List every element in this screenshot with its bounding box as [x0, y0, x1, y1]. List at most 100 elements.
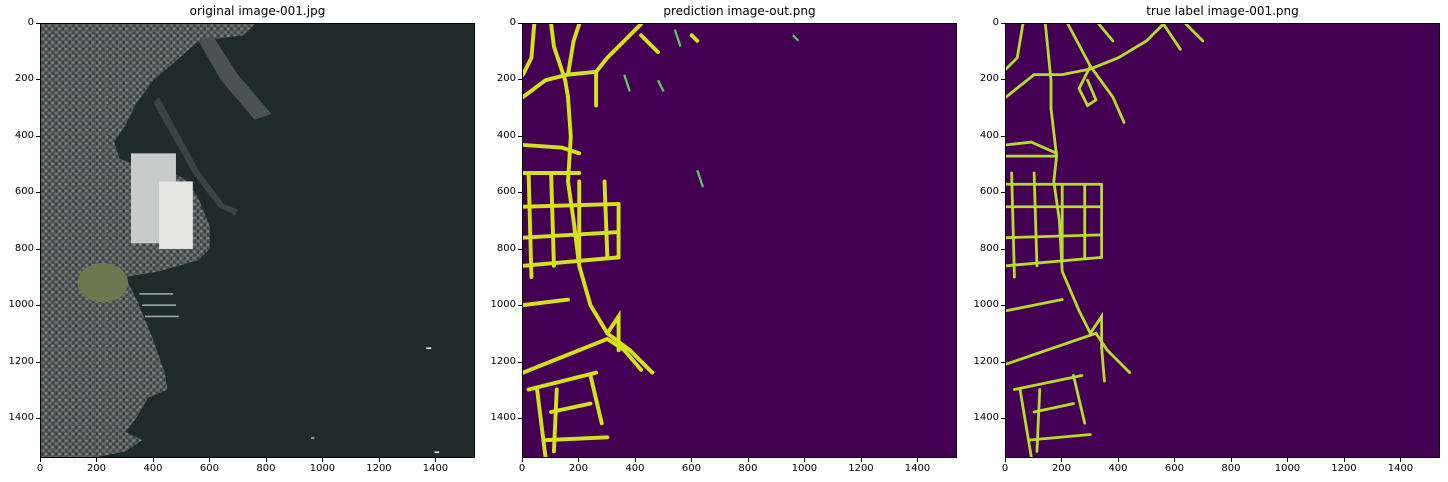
y-tick-mark: [36, 418, 40, 420]
x-tick-label: 1000: [791, 463, 818, 474]
y-tick-mark: [1001, 79, 1005, 81]
y-tick-label: 1000: [8, 299, 34, 311]
y-tick-mark: [1001, 418, 1005, 420]
x-tick-label: 400: [625, 463, 645, 474]
y-tick-label: 800: [979, 242, 999, 254]
y-tick-mark: [1001, 192, 1005, 194]
x-tick-label: 1400: [422, 463, 449, 474]
y-tick-label: 600: [14, 186, 34, 198]
y-tick-mark: [1001, 23, 1005, 24]
x-tick-label: 600: [681, 463, 702, 474]
x-tick-label: 800: [1221, 463, 1241, 474]
x-tick-mark: [1343, 458, 1345, 462]
x-tick-mark: [96, 458, 98, 462]
x-tick-mark: [1230, 458, 1232, 462]
x-tick-mark: [1174, 458, 1176, 462]
y-tick-mark: [36, 135, 40, 137]
y-tick-mark: [36, 23, 40, 24]
x-tick-mark: [1287, 458, 1289, 462]
x-tick-label: 0: [36, 463, 44, 474]
y-tick-label: 400: [14, 129, 34, 141]
x-tick-mark: [265, 458, 267, 462]
x-tick-label: 200: [1051, 463, 1072, 474]
x-tick-label: 1400: [1387, 463, 1414, 474]
y-tick-label: 1000: [490, 299, 516, 311]
y-tick-label: 1400: [973, 412, 999, 424]
image-axes-prediction: [522, 23, 957, 458]
y-tick-mark: [36, 192, 40, 194]
x-tick-label: 1200: [848, 463, 874, 474]
y-tick-mark: [518, 23, 522, 24]
y-tick-mark: [518, 418, 522, 420]
x-tick-mark: [40, 458, 41, 462]
y-tick-label: 1400: [490, 412, 516, 424]
x-tick-mark: [691, 458, 693, 462]
y-tick-label: 0: [509, 17, 516, 28]
y-tick-label: 0: [27, 17, 34, 28]
x-tick-label: 600: [1164, 463, 1185, 474]
x-tick-mark: [152, 458, 154, 462]
truth-mask: [1006, 24, 1439, 457]
panel-original: original image-001.jpg: [0, 0, 480, 482]
image-axes-truth: [1005, 23, 1440, 458]
x-tick-mark: [860, 458, 862, 462]
y-tick-label: 400: [496, 129, 516, 141]
panel-title: original image-001.jpg: [189, 4, 326, 18]
panel-prediction: prediction image-out.png: [482, 0, 965, 482]
x-tick-label: 1200: [1331, 463, 1357, 474]
aerial-photo: [41, 24, 474, 457]
x-tick-label: 1000: [1274, 463, 1301, 474]
y-tick-mark: [518, 135, 522, 137]
y-tick-mark: [518, 305, 522, 307]
y-tick-label: 0: [992, 17, 999, 28]
y-tick-mark: [36, 305, 40, 307]
y-tick-mark: [36, 248, 40, 250]
x-tick-label: 400: [1108, 463, 1128, 474]
prediction-mask: [523, 24, 956, 457]
y-tick-mark: [518, 79, 522, 81]
x-tick-label: 1000: [309, 463, 336, 474]
x-tick-label: 0: [518, 463, 526, 474]
x-tick-mark: [378, 458, 380, 462]
x-tick-label: 800: [738, 463, 758, 474]
panel-title: prediction image-out.png: [663, 4, 816, 18]
x-tick-label: 600: [199, 463, 220, 474]
x-tick-mark: [1117, 458, 1119, 462]
x-tick-mark: [917, 458, 919, 462]
x-tick-label: 1400: [904, 463, 931, 474]
panel-title: true label image-001.png: [1146, 4, 1299, 18]
y-tick-mark: [518, 192, 522, 194]
x-tick-mark: [435, 458, 437, 462]
y-tick-label: 200: [14, 73, 34, 85]
x-tick-mark: [634, 458, 636, 462]
y-tick-mark: [1001, 135, 1005, 137]
x-tick-mark: [804, 458, 806, 462]
y-tick-label: 200: [496, 73, 516, 85]
x-tick-label: 200: [568, 463, 589, 474]
image-axes-original: [40, 23, 475, 458]
x-tick-mark: [1400, 458, 1402, 462]
y-tick-label: 1000: [973, 299, 999, 311]
y-tick-mark: [36, 361, 40, 363]
x-tick-label: 200: [86, 463, 107, 474]
y-tick-label: 800: [496, 242, 516, 254]
y-tick-label: 1200: [973, 355, 999, 367]
x-tick-label: 1200: [366, 463, 392, 474]
y-tick-label: 600: [496, 186, 516, 198]
x-tick-mark: [747, 458, 749, 462]
y-tick-mark: [1001, 305, 1005, 307]
y-tick-label: 400: [979, 129, 999, 141]
y-tick-label: 200: [979, 73, 999, 85]
y-tick-mark: [36, 79, 40, 81]
x-tick-label: 400: [143, 463, 163, 474]
y-tick-label: 800: [14, 242, 34, 254]
x-tick-mark: [209, 458, 211, 462]
y-tick-mark: [1001, 361, 1005, 363]
x-tick-label: 0: [1001, 463, 1009, 474]
y-tick-mark: [1001, 248, 1005, 250]
y-tick-mark: [518, 248, 522, 250]
panel-truth: true label image-001.png: [965, 0, 1448, 482]
y-tick-label: 1400: [8, 412, 34, 424]
y-tick-label: 1200: [490, 355, 516, 367]
x-tick-mark: [578, 458, 580, 462]
